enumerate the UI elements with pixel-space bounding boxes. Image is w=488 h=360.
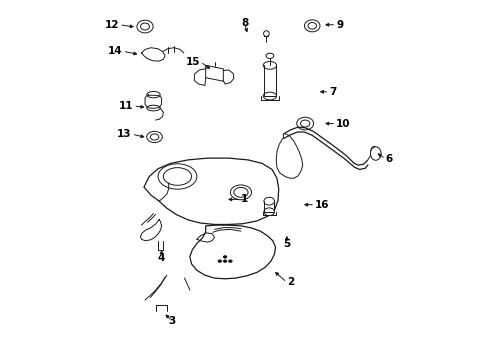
Ellipse shape — [223, 260, 226, 262]
Ellipse shape — [230, 185, 251, 200]
Polygon shape — [143, 158, 278, 224]
Ellipse shape — [146, 105, 160, 111]
Text: 14: 14 — [108, 46, 122, 56]
Ellipse shape — [140, 23, 149, 30]
Ellipse shape — [233, 188, 247, 197]
Ellipse shape — [218, 260, 221, 262]
Text: 6: 6 — [385, 154, 392, 164]
Ellipse shape — [228, 260, 232, 262]
Text: 10: 10 — [336, 118, 350, 129]
Ellipse shape — [263, 92, 276, 100]
Ellipse shape — [146, 91, 160, 98]
Ellipse shape — [304, 20, 319, 32]
Text: 12: 12 — [104, 20, 119, 30]
Ellipse shape — [146, 131, 162, 143]
Ellipse shape — [265, 53, 273, 58]
Text: 16: 16 — [314, 200, 329, 210]
Ellipse shape — [223, 256, 226, 258]
Ellipse shape — [150, 134, 159, 140]
Text: 4: 4 — [158, 253, 165, 262]
Ellipse shape — [264, 208, 274, 216]
Text: 13: 13 — [117, 129, 131, 139]
Ellipse shape — [163, 168, 191, 185]
Text: 9: 9 — [336, 20, 343, 30]
Text: 1: 1 — [241, 194, 248, 204]
Text: 2: 2 — [286, 277, 293, 287]
Ellipse shape — [263, 62, 276, 69]
Ellipse shape — [296, 117, 313, 130]
Ellipse shape — [264, 197, 274, 205]
Ellipse shape — [137, 20, 153, 33]
Ellipse shape — [300, 120, 309, 127]
Ellipse shape — [370, 147, 377, 156]
Text: 5: 5 — [283, 239, 290, 248]
Ellipse shape — [263, 31, 269, 36]
Ellipse shape — [158, 164, 197, 189]
Text: 15: 15 — [185, 57, 200, 67]
Ellipse shape — [307, 23, 316, 29]
Polygon shape — [189, 225, 275, 279]
Text: 8: 8 — [241, 18, 247, 28]
Text: 11: 11 — [119, 101, 133, 111]
Text: 3: 3 — [168, 316, 176, 326]
Ellipse shape — [370, 147, 380, 160]
Text: 7: 7 — [328, 87, 336, 97]
